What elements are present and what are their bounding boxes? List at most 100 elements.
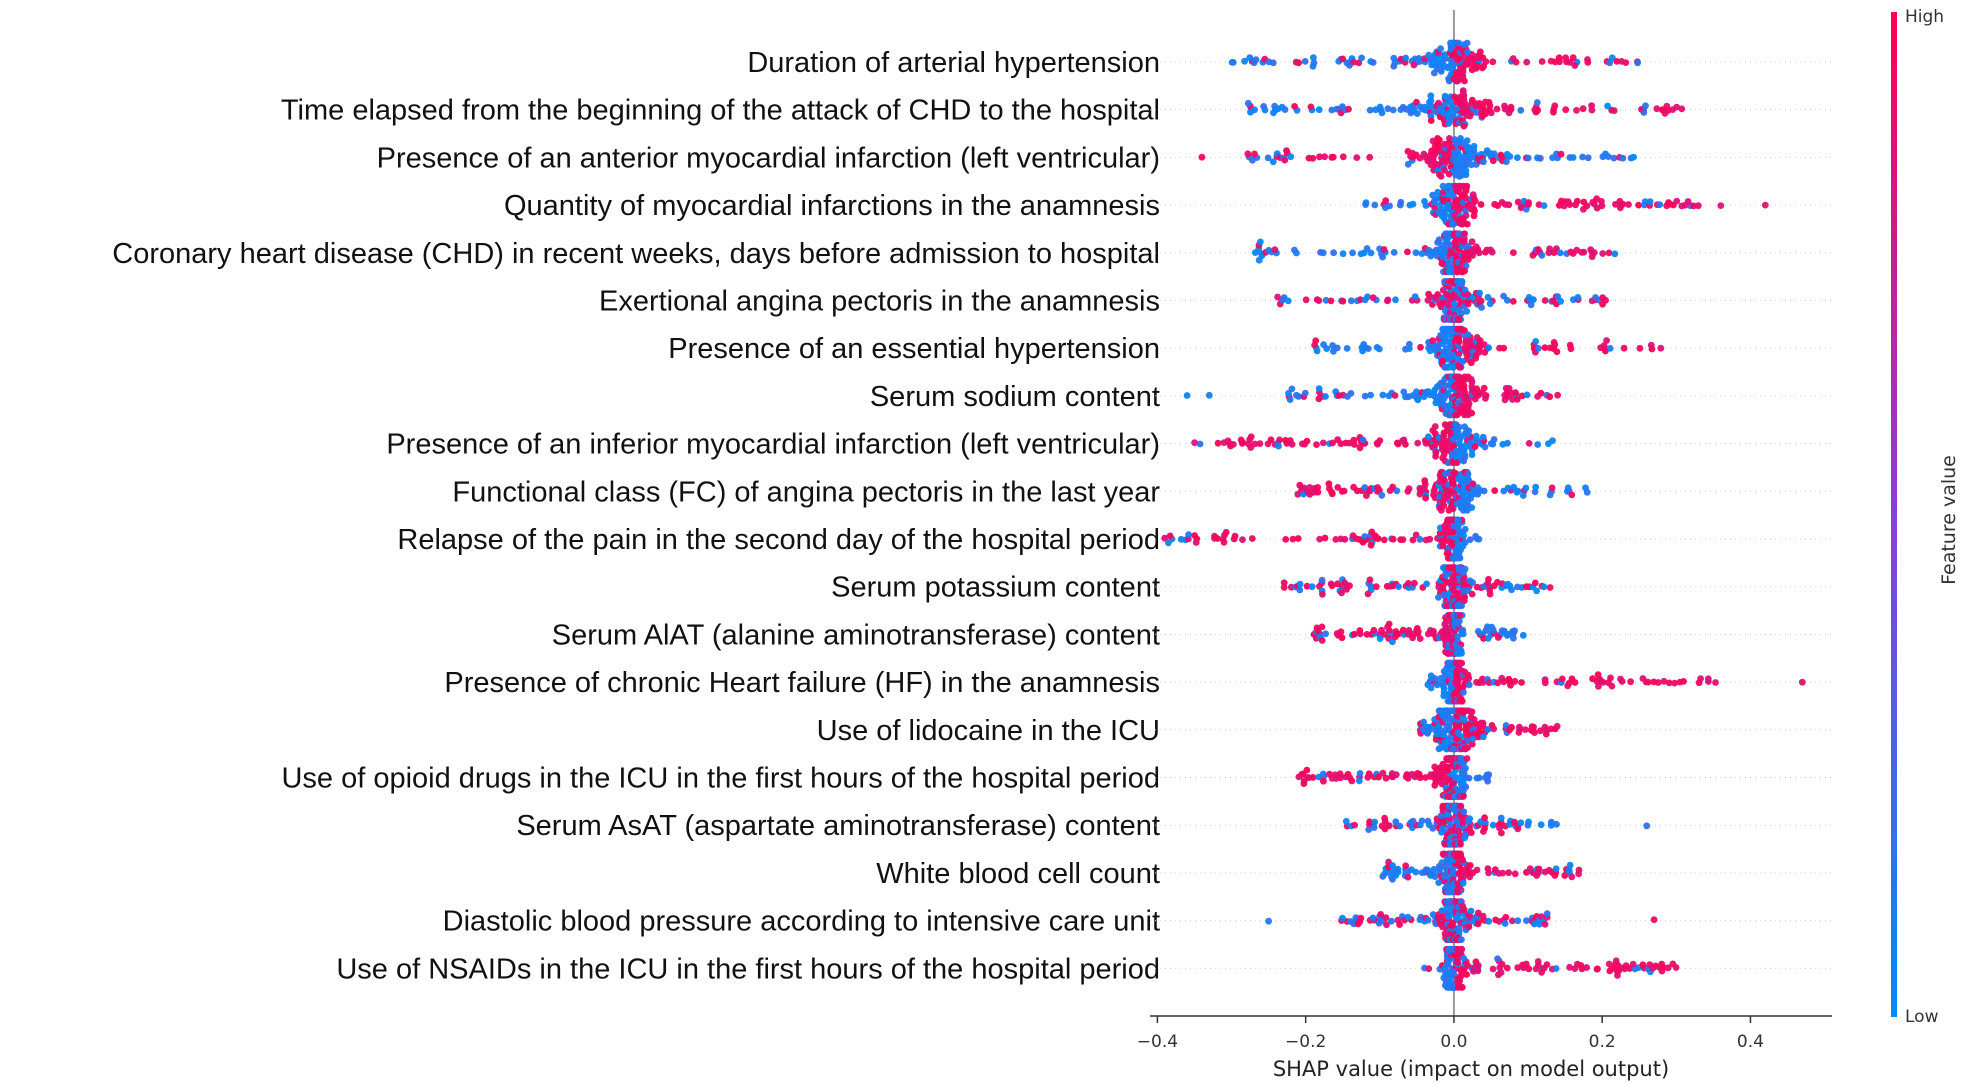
shap-point (1513, 396, 1521, 403)
shap-point (1459, 879, 1467, 887)
shap-point (1546, 245, 1553, 253)
shap-point (1357, 296, 1364, 303)
shap-point (1599, 250, 1607, 257)
shap-point (1537, 389, 1545, 397)
shap-point (1320, 777, 1327, 785)
shap-point (1463, 220, 1471, 228)
shap-point (1396, 921, 1403, 928)
shap-point (1318, 623, 1326, 631)
shap-point (1474, 920, 1482, 928)
shap-point (1489, 821, 1497, 829)
shap-point (1384, 296, 1392, 304)
shap-point (1475, 774, 1483, 782)
shap-point (1459, 220, 1466, 228)
shap-point (1534, 106, 1542, 114)
shap-point (1229, 59, 1237, 66)
shap-point (1619, 200, 1627, 208)
shap-point (1319, 249, 1327, 257)
shap-point (1313, 347, 1321, 355)
shap-point (1479, 103, 1487, 111)
shap-point (1505, 869, 1512, 877)
shap-point (1309, 154, 1317, 162)
shap-point (1553, 722, 1561, 730)
shap-point (1314, 484, 1322, 491)
shap-point (1361, 392, 1369, 400)
shap-point (1532, 338, 1540, 345)
shap-point (1377, 911, 1385, 918)
shap-point (1303, 766, 1311, 774)
shap-point (1625, 201, 1632, 208)
shap-point (1364, 293, 1371, 301)
shap-point (1533, 99, 1541, 106)
shap-point (1414, 439, 1422, 447)
shap-point (1420, 150, 1428, 158)
shap-point (1463, 755, 1471, 762)
feature-label: Serum AlAT (alanine aminotransferase) co… (552, 619, 1160, 651)
shap-point (1613, 58, 1621, 65)
shap-point (1510, 634, 1517, 642)
shap-point (1449, 156, 1457, 164)
shap-point (1532, 483, 1540, 491)
shap-point (1415, 770, 1423, 778)
feature-label: Presence of an essential hypertension (668, 333, 1160, 365)
shap-point (1464, 373, 1472, 381)
shap-point (1426, 535, 1434, 543)
shap-point (1474, 909, 1482, 917)
shap-point (1430, 69, 1438, 77)
shap-point (1355, 777, 1363, 785)
shap-point (1282, 536, 1290, 543)
shap-point (1504, 439, 1511, 447)
shap-point (1444, 363, 1452, 371)
shap-point (1653, 105, 1661, 113)
shap-point (1165, 539, 1172, 547)
shap-point (1509, 396, 1516, 403)
shap-point (1481, 443, 1489, 451)
shap-point (1425, 51, 1433, 59)
shap-point (1214, 439, 1222, 447)
shap-point (1551, 102, 1559, 110)
shap-point (1525, 965, 1533, 973)
shap-point (1500, 678, 1508, 686)
shap-point (1281, 106, 1289, 113)
shap-point (1380, 246, 1388, 253)
feature-label: Serum AsAT (aspartate aminotransferase) … (516, 810, 1160, 842)
feature-label: Use of lidocaine in the ICU (817, 715, 1160, 747)
shap-point (1334, 436, 1342, 444)
shap-point (1449, 983, 1457, 991)
shap-point (1521, 726, 1529, 733)
x-tick-label: 0.0 (1440, 1032, 1467, 1052)
shap-point (1580, 198, 1588, 206)
shap-point (1444, 389, 1452, 397)
shap-point (1459, 626, 1467, 634)
shap-point (1437, 45, 1444, 53)
shap-point (1507, 103, 1515, 111)
shap-point (1523, 917, 1530, 924)
shap-point (1505, 385, 1513, 392)
shap-point (1319, 590, 1326, 598)
shap-point (1313, 441, 1320, 448)
shap-point (1523, 58, 1531, 66)
shap-point (1345, 105, 1352, 113)
shap-point (1409, 634, 1416, 642)
shap-point (1347, 297, 1355, 305)
shap-point (1584, 154, 1592, 162)
shap-point (1582, 484, 1589, 492)
shap-point (1371, 201, 1379, 209)
shap-point (1458, 983, 1466, 991)
shap-point (1359, 538, 1367, 546)
shap-point (1619, 154, 1627, 162)
shap-point (1247, 433, 1255, 441)
shap-point (1454, 671, 1462, 679)
shap-point (1607, 674, 1614, 682)
shap-point (1310, 54, 1317, 62)
shap-point (1543, 910, 1551, 917)
shap-point (1350, 630, 1358, 638)
shap-point (1446, 135, 1453, 142)
shap-point (1302, 296, 1310, 304)
shap-point (1554, 293, 1562, 301)
x-tick-label: 0.2 (1589, 1032, 1616, 1052)
shap-point (1396, 822, 1404, 830)
shap-point (1295, 393, 1302, 400)
shap-point (1610, 107, 1618, 114)
shap-point (1427, 92, 1435, 100)
